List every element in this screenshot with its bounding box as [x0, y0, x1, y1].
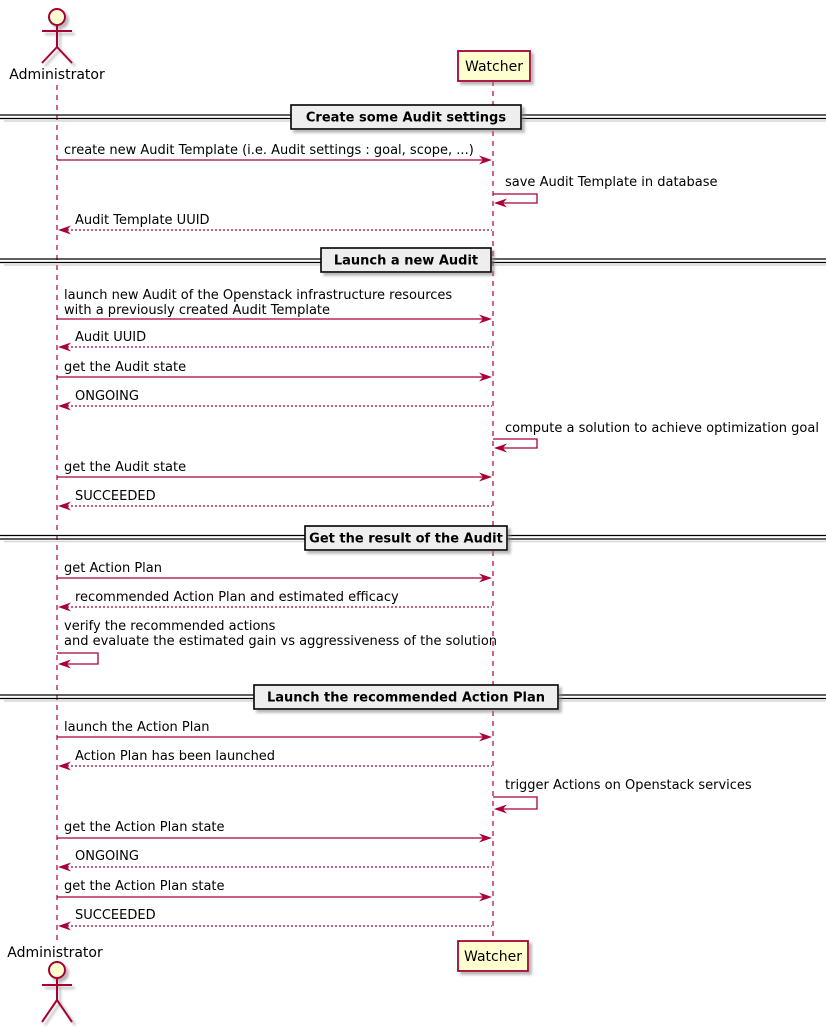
- divider-box: [253, 684, 559, 710]
- divider-box: [290, 104, 522, 130]
- divider-box: [304, 525, 508, 551]
- message-label: verify the recommended actions: [64, 619, 276, 634]
- message-launch-action-plan: launch the Action Plan: [57, 720, 492, 742]
- message-get-audit-state-1: get the Audit state: [57, 360, 492, 382]
- arrowhead-right-icon: [479, 573, 492, 583]
- arrowhead-left-icon: [58, 659, 71, 669]
- self-message-line: [493, 193, 538, 204]
- participant-label: Watcher: [464, 949, 522, 965]
- message-label: with a previously created Audit Template: [64, 303, 330, 318]
- message-get-audit-state-2: get the Audit state: [57, 460, 492, 482]
- message-label: Audit Template UUID: [75, 213, 210, 228]
- message-label: get the Action Plan state: [64, 879, 225, 894]
- message-label: get Action Plan: [64, 561, 162, 576]
- message-label: compute a solution to achieve optimizati…: [505, 421, 819, 436]
- section-divider-create-audit-settings: Create some Audit settings: [0, 104, 826, 130]
- message-create-audit-template: create new Audit Template (i.e. Audit se…: [57, 143, 492, 165]
- self-message-compute-solution: compute a solution to achieve optimizati…: [493, 421, 819, 453]
- actor-administrator-bottom: Administrator: [7, 945, 103, 1023]
- self-message-trigger-actions: trigger Actions on Openstack services: [493, 778, 752, 814]
- arrowhead-left-icon: [494, 443, 507, 453]
- arrowhead-left-icon: [58, 225, 71, 235]
- self-message-save-audit-template: save Audit Template in database: [493, 175, 718, 208]
- message-label: get the Audit state: [64, 360, 186, 375]
- message-get-action-plan-state-2: get the Action Plan state: [57, 879, 492, 902]
- message-label: SUCCEEDED: [75, 489, 156, 504]
- arrowhead-left-icon: [58, 921, 71, 931]
- actor-icon: [41, 8, 73, 64]
- divider-label: Create some Audit settings: [306, 111, 506, 126]
- participant-label: Watcher: [465, 59, 523, 75]
- message-audit-uuid: Audit UUID: [58, 330, 492, 352]
- divider-label: Launch the recommended Action Plan: [267, 691, 545, 706]
- message-succeeded-2: SUCCEEDED: [58, 908, 492, 931]
- arrowhead-left-icon: [494, 804, 507, 814]
- message-ongoing-1: ONGOING: [58, 389, 492, 411]
- arrowhead-right-icon: [479, 372, 492, 382]
- arrowhead-right-icon: [479, 892, 492, 902]
- self-message-line: [493, 796, 538, 810]
- arrowhead-right-icon: [479, 155, 492, 165]
- message-succeeded-1: SUCCEEDED: [58, 489, 492, 511]
- arrowhead-right-icon: [479, 833, 492, 843]
- message-label: trigger Actions on Openstack services: [505, 778, 752, 793]
- message-label: Action Plan has been launched: [75, 749, 275, 764]
- arrowhead-left-icon: [58, 602, 71, 612]
- message-label: get the Action Plan state: [64, 820, 225, 835]
- divider-label: Get the result of the Audit: [309, 532, 503, 547]
- actor-label: Administrator: [7, 945, 103, 961]
- message-label: launch the Action Plan: [64, 720, 210, 735]
- section-divider-launch-new-audit: Launch a new Audit: [0, 247, 826, 273]
- message-label: launch new Audit of the Openstack infras…: [64, 288, 452, 303]
- divider-label: Launch a new Audit: [334, 254, 478, 269]
- participant-watcher-top: Watcher: [457, 50, 531, 82]
- message-label: ONGOING: [75, 389, 139, 404]
- message-label: create new Audit Template (i.e. Audit se…: [64, 143, 474, 158]
- arrowhead-left-icon: [58, 342, 71, 352]
- message-label: ONGOING: [75, 849, 139, 864]
- participant-box: [457, 940, 529, 972]
- self-message-line: [57, 652, 99, 665]
- message-label: and evaluate the estimated gain vs aggre…: [64, 634, 497, 649]
- message-label: save Audit Template in database: [505, 175, 718, 190]
- actor-administrator-top: Administrator: [9, 8, 105, 83]
- self-message-verify-actions: verify the recommended actions and evalu…: [57, 619, 497, 669]
- message-ongoing-2: ONGOING: [58, 849, 492, 872]
- message-launch-new-audit: launch new Audit of the Openstack infras…: [57, 288, 492, 324]
- arrowhead-right-icon: [479, 732, 492, 742]
- section-divider-launch-action-plan: Launch the recommended Action Plan: [0, 684, 826, 710]
- arrowhead-right-icon: [479, 472, 492, 482]
- arrowhead-left-icon: [58, 501, 71, 511]
- message-action-plan-launched: Action Plan has been launched: [58, 749, 492, 771]
- message-label: recommended Action Plan and estimated ef…: [75, 590, 399, 605]
- message-get-action-plan: get Action Plan: [57, 561, 492, 583]
- section-divider-get-result: Get the result of the Audit: [0, 525, 826, 551]
- message-get-action-plan-state-1: get the Action Plan state: [57, 820, 492, 843]
- divider-box: [320, 247, 492, 273]
- arrowhead-left-icon: [58, 761, 71, 771]
- participant-watcher-bottom: Watcher: [457, 940, 529, 972]
- actor-icon: [41, 961, 73, 1023]
- arrowhead-right-icon: [479, 314, 492, 324]
- message-audit-template-uuid: Audit Template UUID: [58, 213, 492, 235]
- message-label: Audit UUID: [75, 330, 146, 345]
- message-label: get the Audit state: [64, 460, 186, 475]
- arrowhead-left-icon: [58, 862, 71, 872]
- actor-label: Administrator: [9, 67, 105, 83]
- arrowhead-left-icon: [58, 401, 71, 411]
- message-recommended-action-plan: recommended Action Plan and estimated ef…: [58, 590, 492, 612]
- participant-box: [457, 50, 531, 82]
- arrowhead-left-icon: [494, 198, 507, 208]
- self-message-line: [493, 438, 538, 449]
- message-label: SUCCEEDED: [75, 908, 156, 923]
